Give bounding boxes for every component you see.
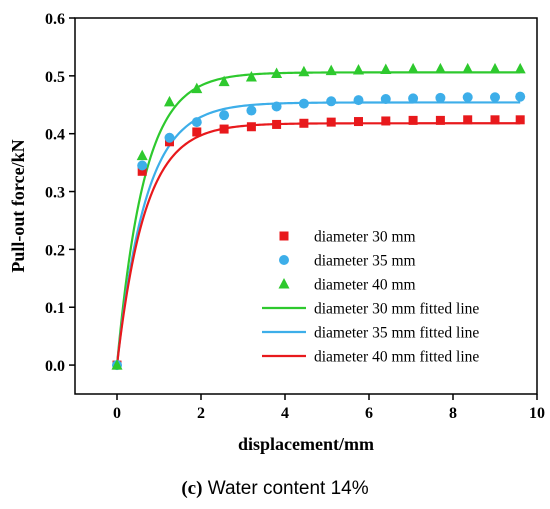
data-point — [489, 62, 501, 74]
x-axis: 0 2 4 6 8 10 — [113, 394, 545, 422]
data-point — [463, 115, 473, 125]
data-point — [353, 95, 364, 106]
figure-caption: (c) Water content 14% — [0, 478, 550, 500]
data-point — [298, 98, 309, 109]
data-point — [407, 62, 419, 74]
y-axis: 0.0 0.1 0.2 0.3 0.4 0.5 0.6 — [45, 11, 75, 375]
x-tick-label: 6 — [365, 405, 373, 422]
data-point — [515, 115, 525, 125]
data-point — [380, 93, 391, 104]
data-point — [271, 101, 282, 112]
x-axis-title: displacement/mm — [238, 434, 374, 454]
data-point — [246, 122, 256, 132]
fitted-lines — [115, 71, 521, 366]
data-point — [272, 119, 282, 129]
y-tick-label: 0.1 — [45, 300, 65, 317]
legend: diameter 30 mm diameter 35 mm diameter 40 … — [262, 229, 479, 366]
data-point — [111, 359, 123, 370]
legend-label: diameter 35 mm fitted line — [314, 325, 479, 342]
x-tick-label: 8 — [449, 405, 457, 422]
data-point — [514, 62, 526, 74]
data-point — [434, 62, 446, 74]
x-tick-label: 10 — [529, 405, 545, 422]
data-point — [191, 82, 203, 94]
y-tick-label: 0.3 — [45, 185, 65, 202]
data-point — [298, 65, 310, 77]
x-tick-label: 0 — [113, 405, 121, 422]
data-points — [111, 62, 526, 371]
data-point — [381, 116, 391, 126]
data-point — [219, 124, 229, 134]
y-tick-label: 0.4 — [45, 127, 65, 144]
fitted-line — [115, 122, 521, 366]
data-point — [271, 67, 283, 79]
data-point — [136, 149, 148, 161]
data-point — [435, 92, 446, 103]
fitted-line — [115, 101, 521, 366]
data-point — [490, 92, 500, 103]
data-point — [219, 110, 230, 121]
data-point — [246, 105, 257, 116]
plot-frame — [74, 17, 538, 395]
data-point — [408, 93, 419, 104]
data-point — [435, 115, 445, 125]
y-tick-label: 0.2 — [45, 242, 65, 259]
data-point — [137, 160, 148, 171]
data-point — [326, 96, 337, 107]
data-point — [245, 71, 257, 82]
legend-label: diameter 30 mm fitted line — [314, 301, 479, 318]
data-point — [515, 91, 526, 102]
data-point — [462, 92, 473, 103]
caption-label: (c) — [181, 478, 203, 499]
data-point — [218, 75, 230, 87]
y-tick-label: 0.6 — [45, 11, 65, 28]
legend-marker — [278, 278, 290, 289]
x-tick-label: 4 — [281, 405, 289, 422]
data-point — [325, 64, 337, 76]
data-point — [353, 64, 364, 75]
data-point — [191, 117, 202, 128]
data-point — [192, 127, 202, 137]
caption-text: Water content 14% — [207, 478, 369, 499]
legend-marker — [279, 255, 289, 265]
data-point — [354, 117, 363, 127]
y-axis-title: Pull-out force/kN — [8, 139, 28, 272]
data-point — [164, 132, 175, 143]
legend-label: diameter 35 mm — [314, 253, 416, 270]
chart: 0 2 4 6 8 10 0.0 0.1 0.2 0.3 0.4 0.5 0.6 displaceme… — [8, 11, 545, 454]
data-point — [462, 62, 474, 74]
data-point — [380, 63, 392, 74]
data-point — [299, 118, 309, 128]
fitted-line — [115, 71, 521, 366]
x-tick-label: 2 — [197, 405, 205, 422]
y-tick-label: 0.0 — [45, 358, 65, 375]
data-point — [408, 115, 418, 125]
data-point — [164, 95, 175, 107]
legend-label: diameter 40 mm — [314, 277, 416, 294]
legend-label: diameter 30 mm — [314, 229, 416, 246]
data-point — [490, 115, 500, 125]
legend-label: diameter 40 mm fitted line — [314, 349, 479, 366]
legend-marker — [279, 231, 289, 241]
data-point — [326, 117, 336, 127]
y-tick-label: 0.5 — [45, 69, 65, 86]
data-point — [137, 166, 147, 176]
